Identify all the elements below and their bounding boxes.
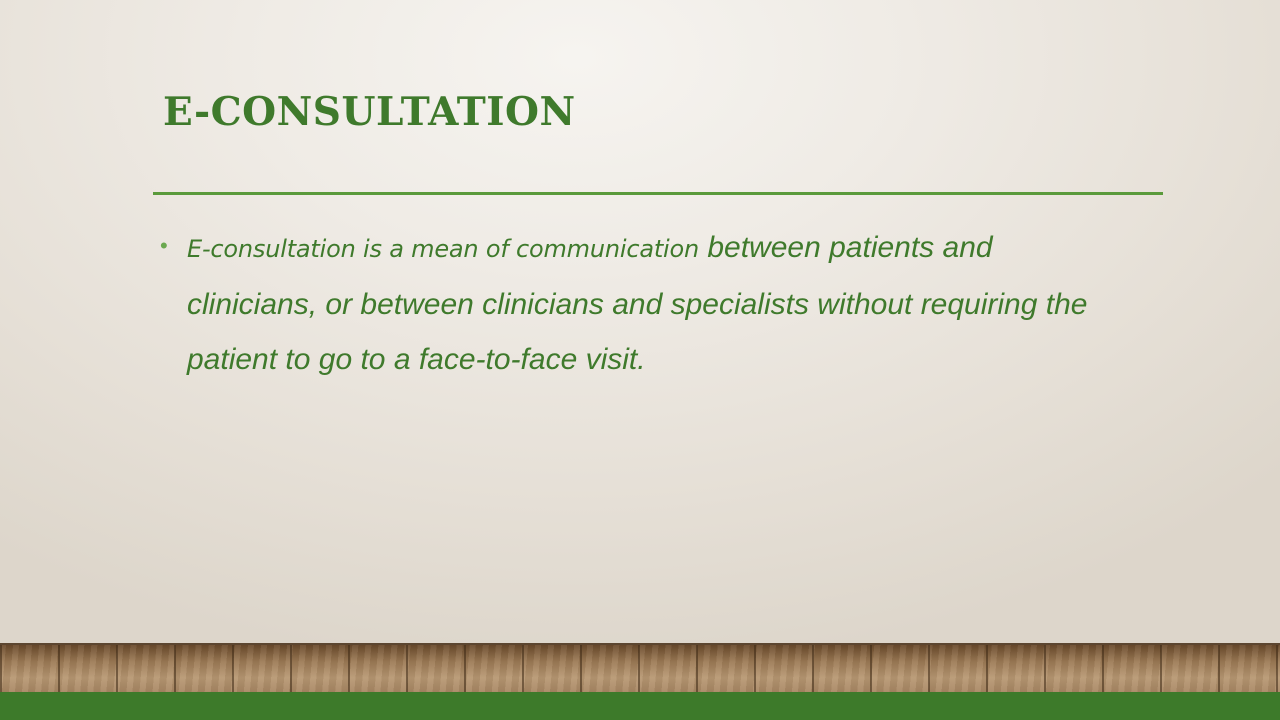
bullet-list: • E-consultation is a mean of communicat… (160, 220, 1120, 387)
footer-color-bar (0, 692, 1280, 720)
slide-title: E-CONSULTATION (163, 89, 576, 135)
bullet-lead-text: E-consultation is a mean of communicatio… (187, 235, 700, 263)
bullet-body-text: between patients and clinicians, or betw… (187, 231, 1088, 376)
bullet-item: • E-consultation is a mean of communicat… (160, 220, 1120, 387)
wood-floor-decoration (0, 643, 1280, 692)
title-divider (153, 192, 1163, 195)
bullet-dot-icon: • (160, 233, 168, 258)
